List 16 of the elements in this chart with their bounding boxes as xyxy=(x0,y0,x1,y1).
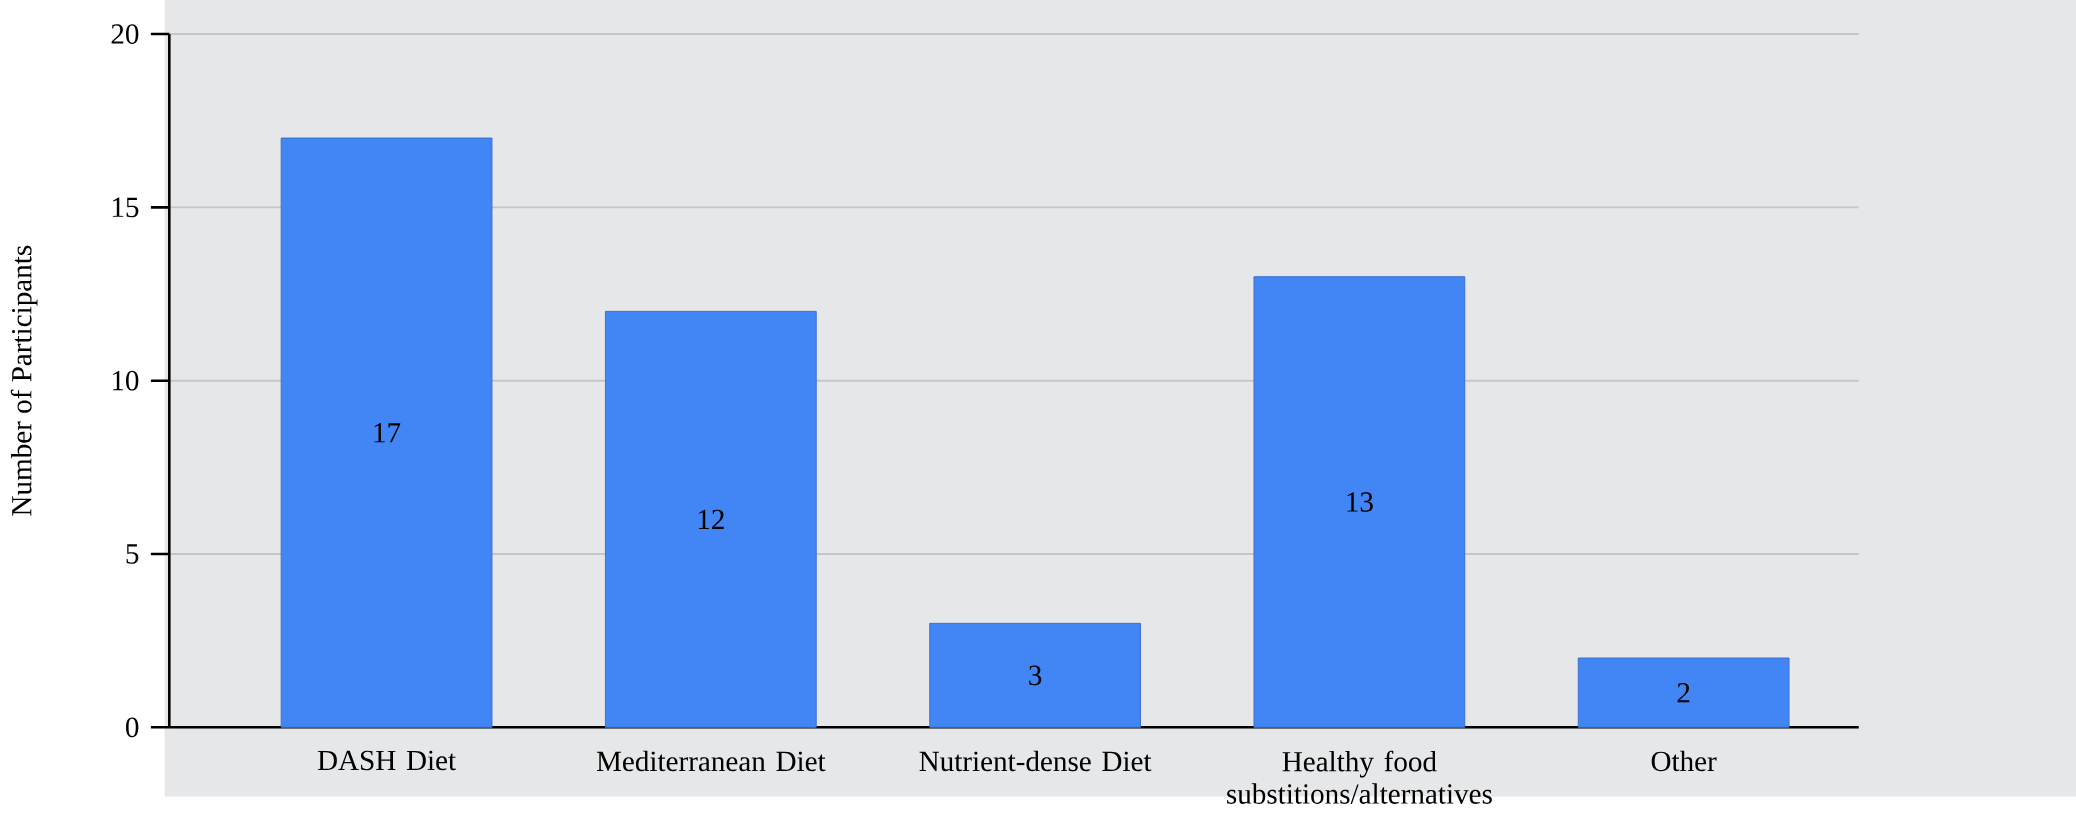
x-tick-label: DASH Diet xyxy=(317,750,456,771)
y-tick-label: 15 xyxy=(112,197,139,218)
y-tick-label: 5 xyxy=(126,544,139,564)
data-label: 2 xyxy=(1677,683,1690,703)
data-label: 3 xyxy=(1029,665,1042,686)
x-tick-label: Nutrient-dense Diet xyxy=(919,750,1152,772)
y-tick-label: 0 xyxy=(126,717,139,738)
data-label: 17 xyxy=(374,423,401,443)
data-label: 12 xyxy=(698,509,724,530)
y-axis-title: Number of Participants xyxy=(10,246,38,516)
x-tick-label: Other xyxy=(1651,750,1717,772)
y-tick-label: 20 xyxy=(111,24,139,45)
x-tick-label: Healthy food substitions/alternatives xyxy=(1227,750,1492,805)
x-tick-label: Mediterranean Diet xyxy=(596,750,826,772)
y-tick-label: 10 xyxy=(112,371,139,391)
data-label: 13 xyxy=(1347,492,1373,512)
